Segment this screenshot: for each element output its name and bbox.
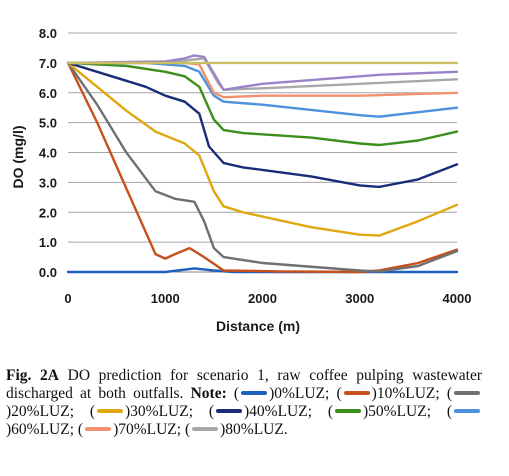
y-tick-label: 0.0	[39, 265, 57, 280]
x-tick-label: 1000	[151, 291, 180, 306]
x-tick-label: 3000	[345, 291, 374, 306]
series-line-unlabeled-9	[66, 54, 459, 92]
legend-label: )40%LUZ;	[244, 403, 313, 420]
legend-label: )60%LUZ;	[6, 421, 75, 438]
y-tick-label: 2.0	[39, 205, 57, 220]
legend-label: )20%LUZ;	[6, 403, 75, 420]
series-line-50pct-luz	[66, 61, 459, 147]
y-tick-label: 3.0	[39, 175, 57, 190]
y-tick-label: 5.0	[39, 116, 57, 131]
legend-swatch	[97, 409, 123, 414]
figure-caption: Fig. 2A DO prediction for scenario 1, ra…	[6, 367, 482, 439]
caption-legend-item: ()20%LUZ;	[6, 385, 482, 420]
legend-swatch	[85, 427, 112, 432]
legend-swatch	[454, 409, 480, 414]
x-axis-title: Distance (m)	[216, 318, 300, 334]
y-tick-label: 1.0	[39, 235, 57, 250]
caption-legend-item: ()80%LUZ.	[184, 421, 288, 438]
caption-legend-item: ()10%LUZ;	[336, 385, 440, 402]
caption-legend: ()0%LUZ; ()10%LUZ; ()20%LUZ; ()30%LUZ; (…	[6, 385, 482, 438]
series-line-40pct-luz	[66, 61, 459, 189]
x-tick-label: 0	[64, 291, 71, 306]
caption-legend-item: ()30%LUZ;	[89, 403, 194, 420]
legend-label: )70%LUZ;	[113, 421, 182, 438]
y-axis-title: DO (mg/l)	[10, 126, 26, 189]
legend-label: )80%LUZ.	[220, 421, 288, 438]
y-tick-label: 4.0	[39, 146, 57, 161]
caption-legend-item: ()0%LUZ;	[233, 385, 330, 402]
caption-legend-item: ()40%LUZ;	[208, 403, 313, 420]
y-tick-label: 8.0	[39, 26, 57, 41]
y-tick-label: 6.0	[39, 86, 57, 101]
x-tick-label: 2000	[248, 291, 277, 306]
caption-legend-item: ()60%LUZ;	[6, 403, 482, 438]
legend-label: )30%LUZ;	[125, 403, 194, 420]
caption-legend-item: ()50%LUZ;	[327, 403, 432, 420]
series-lines	[66, 54, 459, 274]
legend-swatch	[192, 427, 219, 432]
y-tick-label: 7.0	[39, 56, 57, 71]
legend-label: )10%LUZ;	[371, 385, 440, 402]
note-label: Note:	[190, 385, 227, 402]
x-tick-labels: 0 1000 2000 3000 4000	[64, 291, 471, 306]
caption-text: DO prediction for scenario 1, raw coffee…	[6, 367, 483, 402]
legend-swatch	[335, 409, 361, 414]
legend-swatch	[343, 391, 370, 396]
legend-swatch	[454, 391, 481, 396]
y-tick-labels: 0.0 1.0 2.0 3.0 4.0 5.0 6.0 7.0 8.0	[39, 26, 57, 280]
figure-label: Fig. 2A	[6, 367, 59, 384]
legend-swatch	[241, 391, 268, 396]
series-line-30pct-luz	[66, 61, 459, 237]
legend-swatch	[216, 409, 242, 414]
series-line-20pct-luz	[66, 61, 459, 273]
legend-label: )0%LUZ;	[269, 385, 330, 402]
legend-label: )50%LUZ;	[363, 403, 432, 420]
caption-legend-item: ()70%LUZ;	[77, 421, 182, 438]
x-tick-label: 4000	[443, 291, 472, 306]
do-line-chart: 0.0 1.0 2.0 3.0 4.0 5.0 6.0 7.0 8.0 0 1000 2000 300…	[10, 26, 471, 334]
series-line-60pct-luz	[66, 61, 459, 118]
